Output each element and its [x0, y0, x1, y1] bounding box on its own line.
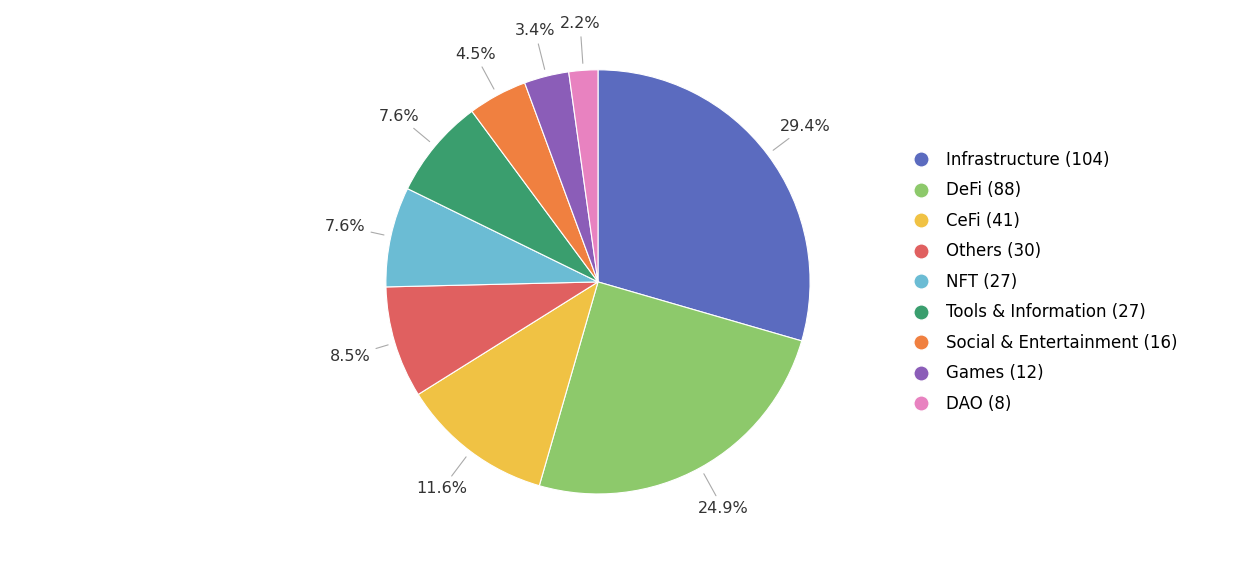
Text: 8.5%: 8.5%	[330, 345, 389, 364]
Wedge shape	[386, 282, 598, 395]
Wedge shape	[407, 111, 598, 282]
Text: 7.6%: 7.6%	[325, 219, 384, 235]
Wedge shape	[568, 70, 598, 282]
Wedge shape	[386, 189, 598, 287]
Text: 4.5%: 4.5%	[455, 47, 496, 89]
Text: 24.9%: 24.9%	[698, 474, 749, 516]
Wedge shape	[525, 72, 598, 282]
Wedge shape	[472, 83, 598, 282]
Text: 2.2%: 2.2%	[559, 16, 601, 64]
Text: 11.6%: 11.6%	[416, 457, 467, 496]
Wedge shape	[598, 70, 810, 341]
Wedge shape	[540, 282, 801, 494]
Legend: Infrastructure (104), DeFi (88), CeFi (41), Others (30), NFT (27), Tools & Infor: Infrastructure (104), DeFi (88), CeFi (4…	[898, 144, 1185, 420]
Text: 3.4%: 3.4%	[515, 24, 556, 69]
Wedge shape	[419, 282, 598, 486]
Text: 7.6%: 7.6%	[379, 108, 430, 142]
Text: 29.4%: 29.4%	[774, 119, 830, 150]
